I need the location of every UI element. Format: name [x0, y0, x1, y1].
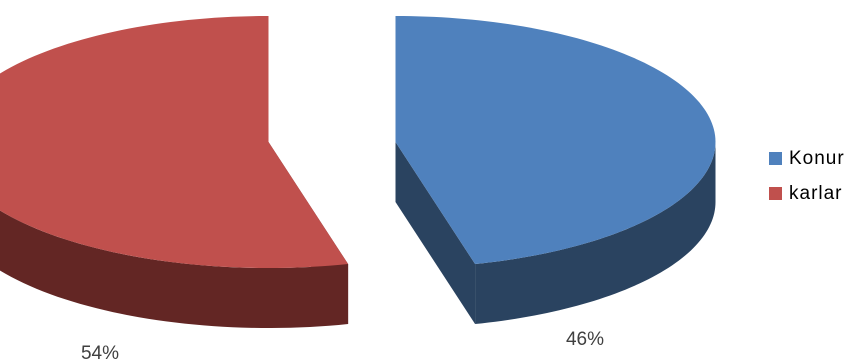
legend-item-konur: Konur [769, 146, 861, 170]
pie-side-wall-konur [475, 142, 716, 325]
legend-swatch-karlar [769, 186, 782, 200]
data-label-konur: 46% [566, 329, 604, 350]
legend-label-konur: Konur [789, 147, 845, 169]
pie-slice-konur [395, 16, 716, 265]
legend-label-karlar: karlar [789, 182, 843, 204]
pie-side-wall-karlar [0, 210, 349, 328]
pie-slice-karlar [0, 16, 349, 268]
legend-swatch-konur [769, 151, 782, 165]
legend: Konur karlar [769, 146, 861, 216]
data-label-karlar: 54% [81, 343, 119, 361]
pie-cut-face-konur-1 [395, 142, 476, 325]
legend-item-karlar: karlar [769, 181, 861, 205]
